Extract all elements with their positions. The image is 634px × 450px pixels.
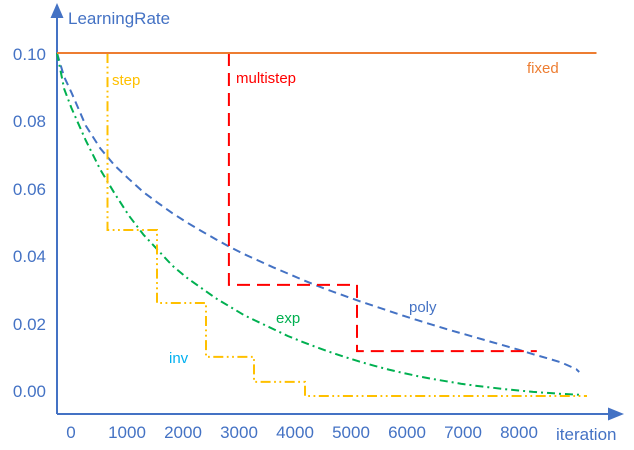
x-tick-label: 8000 (500, 423, 538, 442)
series-label-exp: exp (276, 310, 301, 327)
series-label-multistep: multistep (236, 70, 297, 87)
series-label-fixed: fixed (527, 60, 559, 77)
y-tick-label: 0.06 (12, 179, 46, 199)
series-label-inv: inv (169, 350, 189, 367)
x-tick-label: 1000 (108, 423, 146, 442)
x-tick-label: 0 (66, 423, 76, 442)
x-axis-arrow-icon (608, 407, 624, 421)
y-tick-label: 0.04 (12, 247, 46, 267)
series-label-step: step (112, 72, 141, 89)
x-tick-label: 4000 (276, 423, 314, 442)
series-line-exp (56, 52, 583, 396)
series-layer (56, 52, 597, 397)
y-axis-title: LearningRate (68, 9, 171, 28)
x-tick-label: 7000 (444, 423, 482, 442)
series-label-poly: poly (409, 299, 437, 316)
x-tick-label: 3000 (220, 423, 258, 442)
x-tick-label: 6000 (388, 423, 426, 442)
y-axis-arrow-icon (50, 3, 64, 18)
x-tick-label: 5000 (332, 423, 370, 442)
series-line-multistep (227, 53, 537, 353)
y-tick-label: 0.00 (12, 382, 46, 401)
series-line-step (106, 53, 587, 397)
series-line-poly (56, 52, 580, 373)
y-tick-label: 0.02 (12, 314, 46, 334)
x-axis-title: iteration (556, 425, 617, 444)
x-tick-label: 2000 (164, 423, 202, 442)
y-tick-label: 0.10 (12, 45, 46, 64)
y-tick-label: 0.08 (12, 112, 46, 132)
